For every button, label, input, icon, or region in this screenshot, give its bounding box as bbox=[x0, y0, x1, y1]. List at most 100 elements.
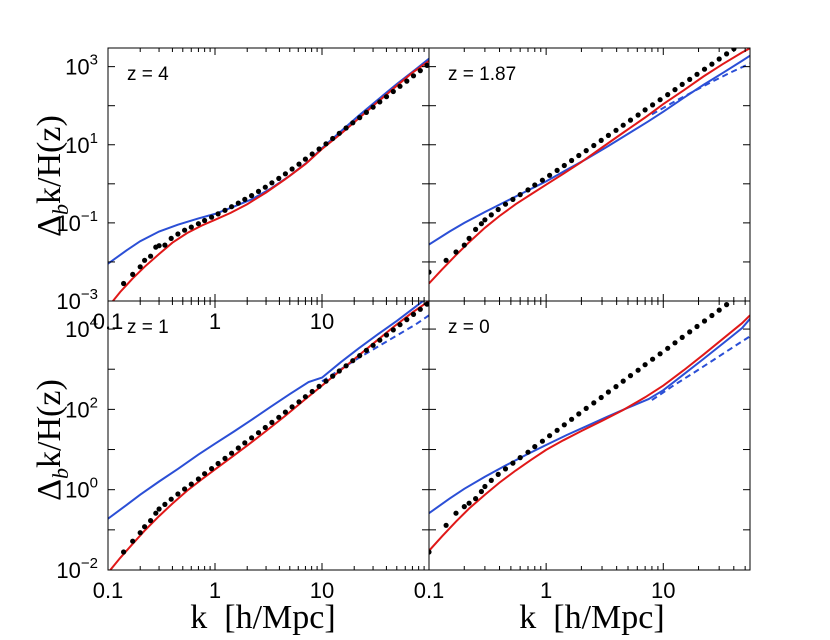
data-point bbox=[569, 416, 575, 422]
data-point bbox=[510, 196, 516, 202]
data-point bbox=[554, 427, 560, 433]
data-point bbox=[532, 444, 538, 450]
data-point bbox=[249, 193, 255, 199]
data-point bbox=[694, 323, 700, 330]
panel-frame bbox=[428, 300, 751, 571]
data-point bbox=[404, 78, 410, 84]
data-point bbox=[296, 161, 302, 167]
data-point bbox=[502, 466, 509, 472]
data-point bbox=[746, 286, 751, 291]
data-point bbox=[495, 206, 501, 213]
panel-ticks: 0.1 1 10 bbox=[414, 301, 750, 603]
data-point bbox=[473, 496, 479, 502]
data-point bbox=[547, 172, 553, 178]
data-point bbox=[188, 224, 194, 230]
series-red bbox=[429, 314, 750, 552]
data-point bbox=[478, 221, 484, 227]
data-point bbox=[417, 306, 423, 312]
data-point bbox=[330, 135, 336, 142]
data-point bbox=[539, 177, 546, 183]
data-point bbox=[229, 204, 235, 210]
y-tick-base: 10 bbox=[65, 478, 89, 503]
data-point bbox=[363, 347, 369, 353]
data-point bbox=[488, 212, 494, 218]
x-axis-title-left: k [h/Mpc] bbox=[190, 599, 335, 636]
data-point bbox=[453, 249, 459, 255]
data-point bbox=[282, 409, 288, 415]
data-point bbox=[613, 127, 619, 133]
x-tick-label: 0.1 bbox=[414, 578, 445, 603]
data-point bbox=[424, 301, 429, 307]
data-point bbox=[269, 180, 275, 186]
series-blue bbox=[108, 301, 425, 520]
x-tick-label: 1 bbox=[540, 578, 552, 603]
y-tick-exponent: −1 bbox=[81, 208, 98, 225]
data-point bbox=[495, 471, 501, 477]
data-point bbox=[262, 424, 268, 431]
data-point bbox=[410, 73, 417, 79]
data-point bbox=[209, 214, 215, 220]
data-point bbox=[635, 367, 641, 373]
data-point bbox=[672, 87, 678, 93]
data-point bbox=[130, 538, 136, 544]
data-point bbox=[466, 500, 472, 506]
data-point bbox=[202, 471, 208, 477]
y-tick-exponent: 2 bbox=[90, 394, 98, 411]
data-point bbox=[289, 404, 295, 410]
data-point bbox=[242, 196, 248, 202]
data-point bbox=[390, 88, 396, 95]
data-point bbox=[672, 340, 678, 346]
data-point bbox=[175, 231, 181, 237]
data-point bbox=[679, 334, 685, 340]
x-tick-label: 0.1 bbox=[93, 578, 124, 603]
panel-z1.87: z = 1.87 bbox=[428, 41, 751, 302]
y-title-rest: k/H(z) bbox=[31, 379, 68, 468]
data-point bbox=[383, 94, 390, 100]
data-point bbox=[502, 201, 509, 207]
data-point bbox=[739, 291, 744, 296]
y-tick-label: 10−2 bbox=[56, 555, 98, 583]
data-point bbox=[517, 455, 523, 461]
panel-marks bbox=[108, 301, 429, 570]
data-point bbox=[739, 41, 744, 46]
y-title-delta: Δ bbox=[31, 215, 68, 237]
panel-marks bbox=[429, 41, 750, 285]
data-point bbox=[591, 400, 597, 406]
data-point bbox=[417, 68, 423, 74]
data-point bbox=[679, 81, 685, 87]
data-point bbox=[162, 242, 168, 248]
data-point bbox=[613, 384, 619, 390]
data-point bbox=[323, 378, 329, 384]
data-point bbox=[142, 524, 148, 530]
y-tick-label: 100 bbox=[65, 475, 98, 503]
y-title-delta: Δ bbox=[31, 479, 68, 501]
y-tick-label: 103 bbox=[65, 52, 98, 80]
data-point bbox=[410, 311, 417, 317]
data-point bbox=[694, 71, 700, 77]
data-point bbox=[121, 280, 127, 287]
panel-label-z4: z = 4 bbox=[127, 64, 169, 85]
data-point bbox=[309, 151, 315, 157]
data-point bbox=[156, 243, 162, 249]
y-tick-base: 10 bbox=[65, 55, 89, 80]
data-point bbox=[357, 353, 363, 359]
data-point bbox=[701, 318, 708, 324]
data-point bbox=[429, 549, 432, 555]
data-point bbox=[255, 188, 262, 194]
data-point bbox=[665, 345, 671, 351]
data-point bbox=[482, 483, 488, 490]
data-point bbox=[377, 99, 383, 105]
data-point bbox=[350, 120, 356, 126]
y-axis-title: Δbk/H(z) bbox=[31, 115, 73, 237]
data-point bbox=[443, 257, 449, 263]
data-point bbox=[168, 496, 174, 502]
data-point bbox=[461, 242, 467, 248]
data-point bbox=[255, 430, 262, 436]
data-point bbox=[627, 373, 634, 379]
data-point bbox=[443, 522, 449, 528]
data-point bbox=[175, 491, 181, 497]
data-point bbox=[687, 329, 693, 335]
x-tick-label: 10 bbox=[651, 578, 675, 603]
series-blue-dashed bbox=[651, 335, 750, 401]
